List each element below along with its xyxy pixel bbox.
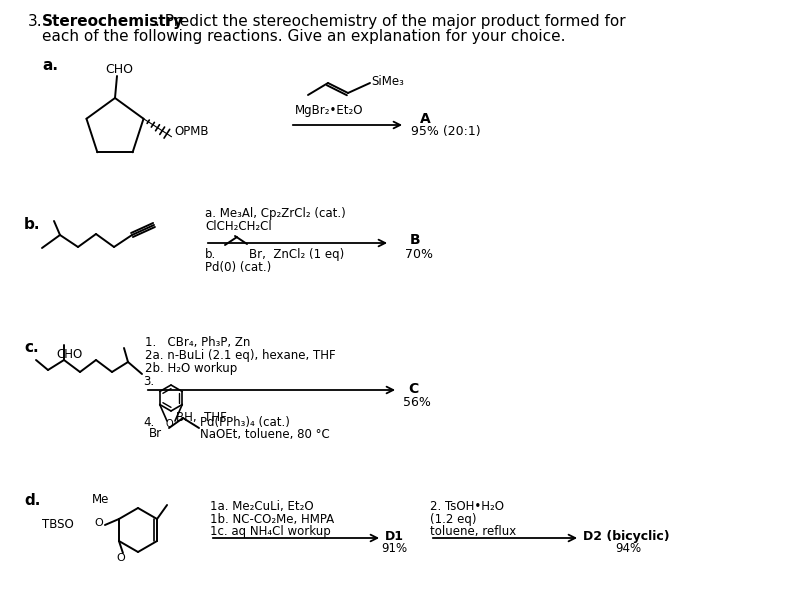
Text: 1c. aq NH₄Cl workup: 1c. aq NH₄Cl workup [210,525,331,538]
Text: b.: b. [205,248,216,261]
Text: Me: Me [92,493,109,506]
Text: B: B [410,233,421,247]
Text: CHO: CHO [56,348,83,361]
Text: 4.: 4. [143,416,154,429]
Text: Pd(PPh₃)₄ (cat.): Pd(PPh₃)₄ (cat.) [200,416,290,429]
Text: a. Me₃Al, Cp₂ZrCl₂ (cat.): a. Me₃Al, Cp₂ZrCl₂ (cat.) [205,207,346,220]
Text: 3.: 3. [143,375,154,388]
Text: 1b. NC-CO₂Me, HMPA: 1b. NC-CO₂Me, HMPA [210,513,334,526]
Text: MgBr₂•Et₂O: MgBr₂•Et₂O [295,104,363,117]
Text: Br: Br [149,427,162,440]
Text: C: C [408,382,418,396]
Text: Br,  ZnCl₂ (1 eq): Br, ZnCl₂ (1 eq) [249,248,344,261]
Text: 1.   CBr₄, Ph₃P, Zn: 1. CBr₄, Ph₃P, Zn [145,336,251,349]
Text: (1.2 eq): (1.2 eq) [430,513,476,526]
Text: O: O [165,419,173,429]
Text: Stereochemistry: Stereochemistry [42,14,184,29]
Text: d.: d. [24,493,40,508]
Text: . Predict the stereochemistry of the major product formed for: . Predict the stereochemistry of the maj… [155,14,626,29]
Text: NaOEt, toluene, 80 °C: NaOEt, toluene, 80 °C [200,428,330,441]
Text: D1: D1 [385,530,404,543]
Text: b.: b. [24,217,41,232]
Text: c.: c. [24,340,39,355]
Text: 2. TsOH•H₂O: 2. TsOH•H₂O [430,500,504,513]
Text: 1a. Me₂CuLi, Et₂O: 1a. Me₂CuLi, Et₂O [210,500,314,513]
Text: 94%: 94% [615,542,641,555]
Text: OPMB: OPMB [174,125,209,138]
Text: 2a. n-BuLi (2.1 eq), hexane, THF: 2a. n-BuLi (2.1 eq), hexane, THF [145,349,336,362]
Text: Pd(0) (cat.): Pd(0) (cat.) [205,261,271,274]
Text: CHO: CHO [105,63,133,76]
Text: 2b. H₂O workup: 2b. H₂O workup [145,362,237,375]
Text: TBSO: TBSO [42,518,74,531]
Text: 3.: 3. [28,14,42,29]
Text: 70%: 70% [405,248,433,261]
Text: D2 (bicyclic): D2 (bicyclic) [583,530,670,543]
Text: toluene, reflux: toluene, reflux [430,525,516,538]
Text: SiMe₃: SiMe₃ [371,75,404,88]
Text: each of the following reactions. Give an explanation for your choice.: each of the following reactions. Give an… [42,29,565,44]
Text: 91%: 91% [381,542,407,555]
Text: ClCH₂CH₂Cl: ClCH₂CH₂Cl [205,220,272,233]
Text: O: O [94,518,103,528]
Text: O: O [116,553,125,563]
Text: A: A [420,112,431,126]
Text: 95% (20:1): 95% (20:1) [411,125,480,138]
Text: 56%: 56% [403,396,431,409]
Text: a.: a. [42,58,58,73]
Text: BH,  THF: BH, THF [176,411,226,423]
